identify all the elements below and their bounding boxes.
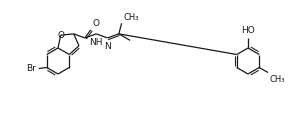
- Text: O: O: [57, 31, 64, 40]
- Text: NH: NH: [90, 38, 103, 47]
- Text: Br: Br: [26, 64, 36, 73]
- Text: CH₃: CH₃: [124, 13, 139, 22]
- Text: HO: HO: [241, 26, 255, 35]
- Text: N: N: [104, 42, 111, 51]
- Text: CH₃: CH₃: [270, 75, 286, 83]
- Text: O: O: [93, 19, 100, 28]
